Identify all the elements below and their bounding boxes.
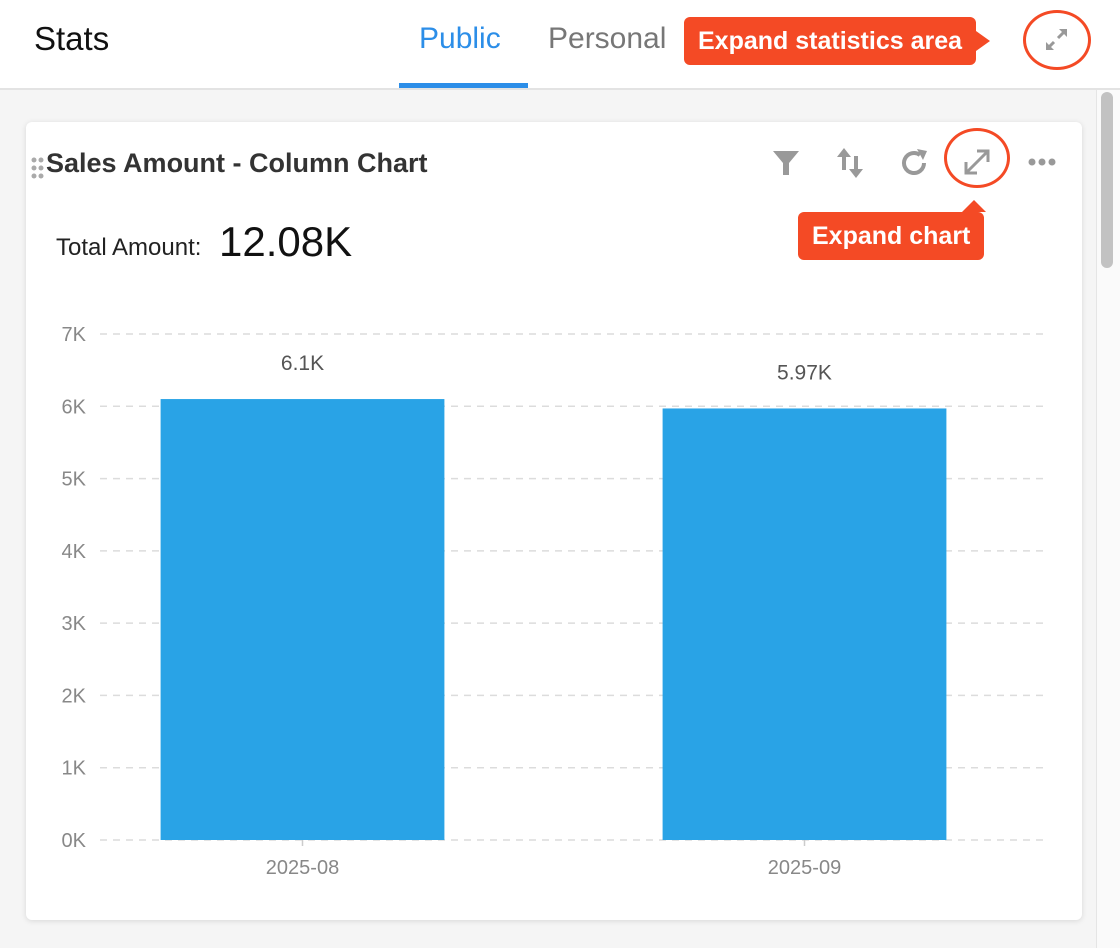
highlight-ring bbox=[1023, 10, 1091, 70]
expand-chart-callout: Expand chart bbox=[798, 200, 986, 260]
y-tick-label: 4K bbox=[62, 541, 87, 563]
y-tick-label: 6K bbox=[62, 396, 87, 418]
scrollbar-thumb[interactable] bbox=[1101, 92, 1113, 268]
more-icon[interactable] bbox=[1027, 156, 1057, 168]
sort-icon[interactable] bbox=[835, 146, 865, 180]
y-tick-label: 0K bbox=[62, 830, 87, 852]
chart-title: Sales Amount - Column Chart bbox=[46, 148, 428, 178]
bar bbox=[662, 408, 947, 840]
active-tab-indicator bbox=[399, 83, 528, 88]
drag-handle-icon[interactable] bbox=[30, 156, 46, 180]
y-tick-label: 2K bbox=[62, 685, 87, 707]
expand-area-callout: Expand statistics area bbox=[684, 17, 991, 65]
data-label: 6.1K bbox=[281, 352, 324, 375]
callout-text: Expand statistics area bbox=[698, 27, 963, 55]
page-title: Stats bbox=[34, 20, 110, 57]
x-tick-label: 2025-08 bbox=[266, 857, 339, 879]
total-amount-value: 12.08K bbox=[219, 218, 353, 265]
tab-personal[interactable]: Personal bbox=[548, 22, 667, 55]
y-tick-label: 7K bbox=[62, 324, 87, 346]
expand-icon[interactable] bbox=[961, 146, 993, 178]
refresh-icon[interactable] bbox=[899, 147, 931, 179]
filter-icon[interactable] bbox=[771, 148, 801, 178]
total-amount-label: Total Amount: bbox=[56, 234, 202, 261]
expand-statistics-area-button[interactable] bbox=[1038, 22, 1074, 63]
y-tick-label: 1K bbox=[62, 758, 87, 780]
data-label: 5.97K bbox=[777, 361, 832, 384]
y-tick-label: 5K bbox=[62, 469, 87, 491]
tab-public[interactable]: Public bbox=[419, 22, 501, 55]
highlight-ring bbox=[944, 128, 1010, 188]
y-tick-label: 3K bbox=[62, 613, 87, 635]
expand-arrows-icon bbox=[1046, 29, 1067, 50]
x-tick-label: 2025-09 bbox=[768, 857, 841, 879]
bar bbox=[160, 399, 445, 840]
callout-text: Expand chart bbox=[812, 222, 971, 250]
